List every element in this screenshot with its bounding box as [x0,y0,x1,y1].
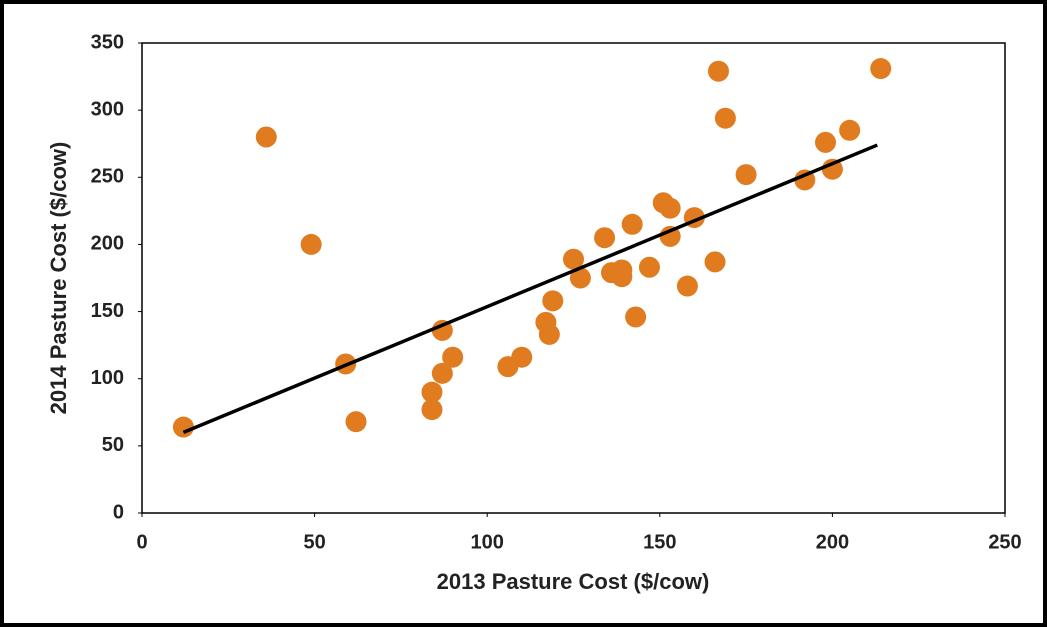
plot-area [141,42,1006,514]
point [172,416,194,438]
point [621,213,643,235]
point [421,399,443,421]
y-axis-title: 2014 Pasture Cost ($/cow) [46,142,71,415]
y-tick-label: 50 [102,434,124,456]
point [431,362,453,384]
point [625,306,647,328]
point [839,119,861,141]
point [659,197,681,219]
point [611,266,633,288]
x-tick-label: 150 [643,531,676,553]
y-tick-label: 250 [91,166,124,188]
trendline [182,143,878,435]
point [714,107,736,129]
y-tick-label: 100 [91,367,124,389]
point [638,256,660,278]
x-tick-label: 50 [303,531,325,553]
x-tick-label: 0 [136,531,147,553]
point [345,411,367,433]
point [870,58,892,80]
x-tick-label: 100 [471,531,504,553]
point [538,323,560,345]
point [735,164,757,186]
point [421,381,443,403]
point [431,319,453,341]
x-tick-label: 200 [816,531,849,553]
point [814,131,836,153]
y-tick-label: 0 [113,501,124,523]
point [511,346,533,368]
x-axis-title: 2013 Pasture Cost ($/cow) [437,569,710,594]
point [563,248,584,270]
point [442,346,464,368]
point [300,233,322,255]
x-tick-label: 250 [988,531,1021,553]
point [255,126,277,148]
point [569,267,591,289]
point [704,251,726,273]
y-tick-label: 150 [91,300,124,322]
y-tick-label: 300 [91,98,124,120]
point [707,60,729,82]
point [676,275,698,297]
point [594,227,616,249]
y-tick-label: 200 [91,233,124,255]
y-tick-label: 350 [91,31,124,53]
point [542,290,564,312]
